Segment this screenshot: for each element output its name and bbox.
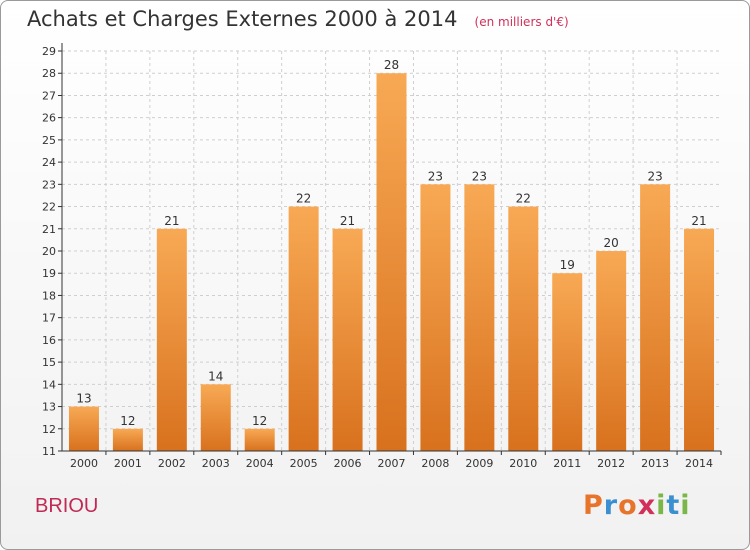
data-label: 21 — [164, 214, 179, 228]
x-tick-label: 2013 — [641, 457, 669, 470]
x-tick-label: 2011 — [553, 457, 581, 470]
y-tick-label: 20 — [42, 245, 56, 258]
data-label: 22 — [516, 192, 531, 206]
y-tick-label: 16 — [42, 334, 56, 347]
x-tick-label: 2001 — [114, 457, 142, 470]
y-tick-label: 29 — [42, 45, 56, 58]
bar-2009 — [464, 184, 495, 452]
y-tick-label: 27 — [42, 89, 56, 102]
y-tick-label: 11 — [42, 445, 56, 458]
bar-2013 — [640, 184, 671, 452]
bar-2003 — [200, 384, 231, 451]
data-label: 12 — [120, 414, 135, 428]
y-tick-label: 19 — [42, 267, 56, 280]
bar-2002 — [156, 228, 187, 451]
bar-2011 — [552, 273, 583, 451]
bar-2004 — [244, 428, 275, 451]
data-labels: 13 12 21 14 12 22 21 28 23 23 22 19 20 23 21 — [76, 58, 706, 428]
x-tick-label: 2000 — [70, 457, 98, 470]
bar-2010 — [508, 206, 539, 451]
data-label: 23 — [428, 169, 443, 183]
bar-2008 — [420, 184, 451, 452]
logo-letter: t — [666, 490, 681, 521]
bars — [68, 73, 715, 452]
bar-2005 — [288, 206, 319, 451]
y-tick-label: 22 — [42, 201, 56, 214]
data-label: 19 — [560, 258, 575, 272]
y-tick-label: 12 — [42, 423, 56, 436]
data-label: 28 — [384, 58, 399, 72]
data-label: 23 — [647, 169, 662, 183]
bar-2000 — [68, 406, 99, 451]
y-tick-label: 17 — [42, 312, 56, 325]
bar-2007 — [376, 73, 407, 451]
x-tick-label: 2005 — [290, 457, 318, 470]
commune-name: BRIOU — [35, 495, 99, 517]
data-label: 12 — [252, 414, 267, 428]
x-tick-label: 2007 — [378, 457, 406, 470]
x-tick-label: 2006 — [334, 457, 362, 470]
chart-unit: (en milliers d'€) — [474, 15, 569, 29]
data-label: 13 — [76, 392, 91, 406]
bar-2006 — [332, 228, 363, 451]
y-tick-label: 24 — [42, 156, 56, 169]
x-tick-label: 2008 — [421, 457, 449, 470]
y-tick-label: 18 — [42, 289, 56, 302]
x-tick-label: 2012 — [597, 457, 625, 470]
logo-letter: i — [656, 490, 667, 521]
axes: 11 12 13 14 15 16 17 18 19 20 21 22 23 24 25 26 27 28 29 20… — [42, 43, 722, 470]
logo-letter: x — [637, 490, 657, 521]
x-tick-label: 2004 — [246, 457, 274, 470]
chart-header: Achats et Charges Externes 2000 à 2014 (… — [27, 7, 569, 31]
y-tick-label: 14 — [42, 378, 56, 391]
x-tick-label: 2010 — [509, 457, 537, 470]
y-tick-label: 13 — [42, 401, 56, 414]
y-tick-label: 23 — [42, 178, 56, 191]
x-tick-label: 2003 — [202, 457, 230, 470]
y-tick-label: 28 — [42, 67, 56, 80]
y-tick-label: 21 — [42, 223, 56, 236]
data-label: 21 — [340, 214, 355, 228]
y-tick-label: 25 — [42, 134, 56, 147]
logo-letter: i — [680, 490, 691, 521]
x-tick-label: 2009 — [465, 457, 493, 470]
bar-2014 — [684, 228, 715, 451]
bar-2012 — [596, 251, 627, 451]
x-tick-label: 2014 — [685, 457, 713, 470]
proxiti-logo[interactable]: Proxiti — [583, 490, 691, 521]
data-label: 21 — [691, 214, 706, 228]
logo-letter: r — [603, 490, 619, 521]
data-label: 20 — [604, 236, 619, 250]
data-label: 22 — [296, 192, 311, 206]
logo-letter: P — [583, 490, 604, 521]
data-label: 23 — [472, 169, 487, 183]
x-tick-label: 2002 — [158, 457, 186, 470]
bar-2001 — [112, 428, 143, 451]
y-tick-label: 26 — [42, 112, 56, 125]
logo-letter: o — [618, 490, 638, 521]
y-tick-label: 15 — [42, 356, 56, 369]
data-label: 14 — [208, 369, 223, 383]
chart-title: Achats et Charges Externes 2000 à 2014 — [27, 7, 458, 31]
